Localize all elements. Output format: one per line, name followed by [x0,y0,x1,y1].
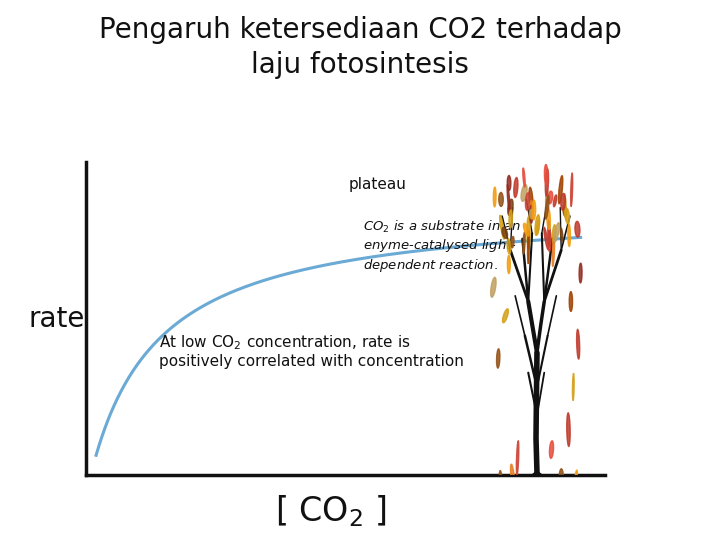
Ellipse shape [508,255,510,274]
Ellipse shape [572,373,574,401]
Ellipse shape [567,413,570,447]
Ellipse shape [490,278,496,297]
Ellipse shape [493,187,496,207]
Ellipse shape [577,329,580,359]
Ellipse shape [559,469,563,487]
Ellipse shape [497,349,500,368]
Ellipse shape [563,206,567,217]
Ellipse shape [546,208,550,230]
Ellipse shape [507,239,510,254]
Ellipse shape [544,165,548,185]
Text: $\it{CO_2}$ $\it{is\ a\ substrate\ in\ an}$
$\it{enyme\text{-}catalysed\ light\t: $\it{CO_2}$ $\it{is\ a\ substrate\ in\ a… [363,219,521,274]
Ellipse shape [529,201,532,225]
Ellipse shape [568,224,570,246]
Ellipse shape [507,176,511,191]
Ellipse shape [514,178,518,198]
Ellipse shape [548,229,551,252]
Ellipse shape [523,232,525,254]
Ellipse shape [549,441,554,458]
Ellipse shape [508,199,513,215]
Ellipse shape [546,190,548,207]
Ellipse shape [535,215,539,235]
Ellipse shape [554,222,559,242]
Ellipse shape [575,221,580,237]
Ellipse shape [523,168,525,187]
Ellipse shape [564,194,567,220]
Ellipse shape [561,193,565,210]
Ellipse shape [529,187,533,212]
Ellipse shape [552,236,554,267]
Ellipse shape [511,237,514,248]
Text: plateau: plateau [348,177,406,192]
Ellipse shape [536,219,539,235]
Ellipse shape [548,191,553,204]
Ellipse shape [523,224,529,236]
Ellipse shape [499,192,503,206]
Text: [ CO$_2$ ]: [ CO$_2$ ] [275,494,387,529]
Ellipse shape [502,227,508,238]
Ellipse shape [503,309,508,323]
Ellipse shape [559,176,563,204]
Ellipse shape [560,228,563,241]
Ellipse shape [552,225,556,244]
Text: rate: rate [29,305,85,333]
Ellipse shape [526,193,530,210]
Text: At low CO$_2$ concentration, rate is
positively correlated with concentration: At low CO$_2$ concentration, rate is pos… [159,333,464,369]
Ellipse shape [574,470,577,492]
Ellipse shape [570,292,572,312]
Ellipse shape [516,441,519,476]
Ellipse shape [544,227,549,249]
Ellipse shape [500,215,505,239]
Ellipse shape [527,217,530,249]
Ellipse shape [528,231,529,264]
Ellipse shape [545,169,549,196]
Ellipse shape [507,185,510,217]
Ellipse shape [532,200,536,220]
Ellipse shape [510,464,515,492]
Ellipse shape [565,208,570,224]
Ellipse shape [554,195,557,207]
Ellipse shape [548,221,550,246]
Ellipse shape [530,210,533,219]
Ellipse shape [545,195,549,219]
Ellipse shape [521,185,527,201]
Text: Pengaruh ketersediaan CO2 terhadap
laju fotosintesis: Pengaruh ketersediaan CO2 terhadap laju … [99,16,621,79]
Ellipse shape [571,173,572,206]
Ellipse shape [509,210,513,228]
Ellipse shape [579,263,582,283]
Ellipse shape [530,206,533,223]
Ellipse shape [499,471,502,491]
